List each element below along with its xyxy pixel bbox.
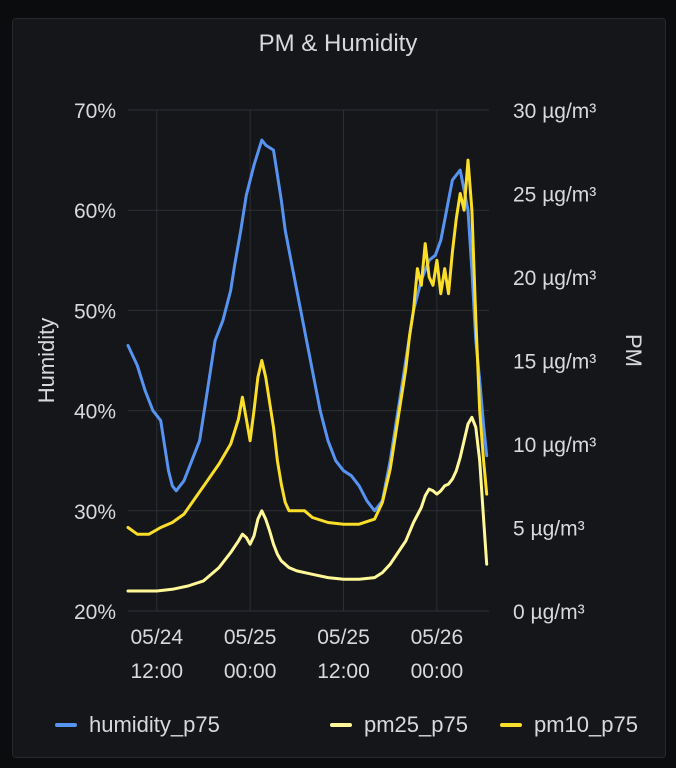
- legend: humidity_p75 pm25_p75 pm10_p75: [0, 710, 676, 740]
- x-tick-time: 12:00: [317, 660, 370, 683]
- x-tick-time: 12:00: [131, 660, 184, 683]
- chart-title: PM & Humidity: [258, 30, 418, 57]
- y-right-tick-label: 5 µg/m³: [513, 518, 585, 541]
- y-right-tick-label: 20 µg/m³: [513, 267, 596, 290]
- legend-swatch: [500, 723, 522, 727]
- x-tick-time: 00:00: [224, 660, 277, 683]
- y-left-tick-label: 50%: [74, 300, 116, 323]
- x-ticks: 05/24 12:00 05/25 00:00 05/25 12:00 05/26 00:00: [131, 626, 464, 683]
- series-line-pm10_p75: [126, 158, 489, 536]
- y-right-tick-label: 10 µg/m³: [513, 434, 596, 457]
- legend-label: pm25_p75: [364, 712, 468, 737]
- chart-panel: [12, 18, 666, 758]
- y-right-tick-label: 0 µg/m³: [513, 601, 585, 624]
- y-left-tick-label: 60%: [74, 200, 116, 223]
- y-left-tick-label: 40%: [74, 401, 116, 424]
- series-line-pm25_p75: [126, 415, 489, 593]
- y-right-axis-label: PM: [621, 334, 646, 367]
- legend-label: pm10_p75: [534, 712, 638, 737]
- x-tick-date: 05/26: [411, 626, 464, 649]
- y-left-ticks: 70% 60% 50% 40% 30% 20%: [74, 100, 116, 624]
- y-left-tick-label: 70%: [74, 100, 116, 123]
- y-right-tick-label: 25 µg/m³: [513, 184, 596, 207]
- y-left-axis-label: Humidity: [34, 318, 59, 404]
- grid: [128, 109, 489, 612]
- y-right-ticks: 30 µg/m³ 25 µg/m³ 20 µg/m³ 15 µg/m³ 10 µg/m³…: [513, 100, 596, 624]
- legend-item-humidity_p75[interactable]: humidity_p75: [55, 712, 220, 738]
- x-tick-date: 05/25: [224, 626, 277, 649]
- x-tick-time: 00:00: [411, 660, 464, 683]
- y-right-tick-label: 15 µg/m³: [513, 351, 596, 374]
- y-left-tick-label: 30%: [74, 501, 116, 524]
- legend-item-pm10_p75[interactable]: pm10_p75: [500, 712, 638, 738]
- legend-swatch: [330, 723, 352, 727]
- x-tick-date: 05/24: [131, 626, 184, 649]
- y-left-tick-label: 20%: [74, 601, 116, 624]
- x-tick-date: 05/25: [317, 626, 370, 649]
- y-right-tick-label: 30 µg/m³: [513, 100, 596, 123]
- legend-item-pm25_p75[interactable]: pm25_p75: [330, 712, 468, 738]
- series-line-humidity_p75: [126, 138, 489, 513]
- legend-label: humidity_p75: [89, 712, 220, 737]
- legend-swatch: [55, 723, 77, 727]
- series-lines: [126, 138, 489, 593]
